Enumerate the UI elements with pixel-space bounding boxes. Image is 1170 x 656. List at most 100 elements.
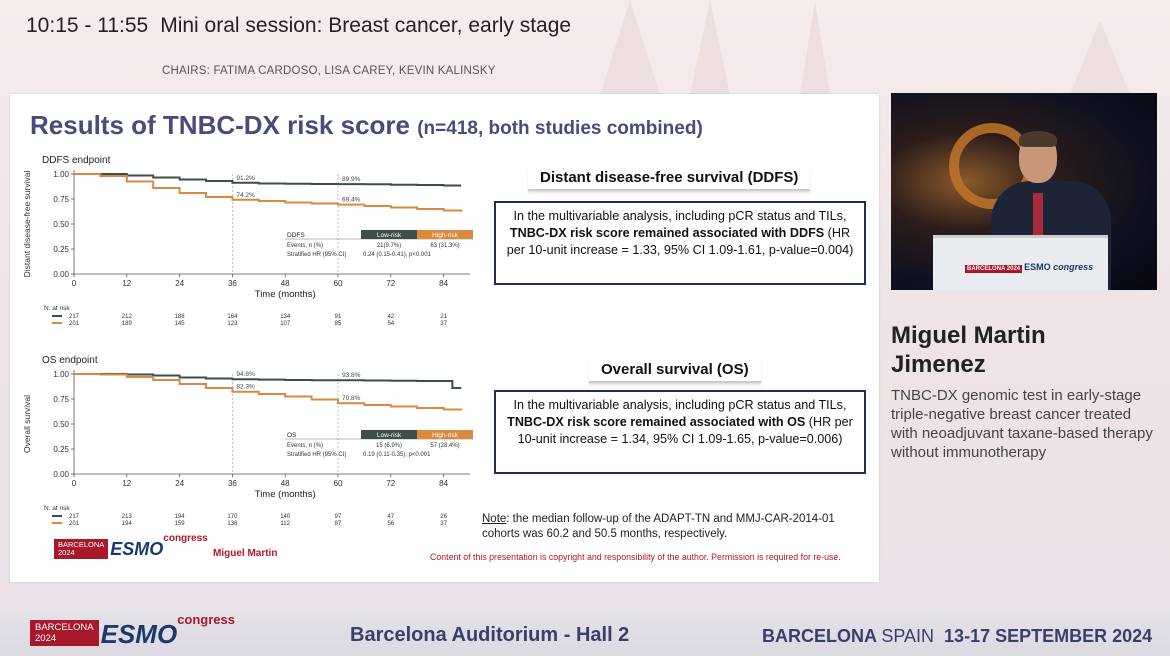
- x-tick-label: 24: [175, 479, 184, 488]
- at-risk-low-count: 164: [227, 314, 238, 320]
- copyright-notice: Content of this presentation is copyrigh…: [430, 552, 841, 562]
- background-spire: [800, 0, 830, 95]
- footer-logo-badge: BARCELONA 2024: [30, 620, 99, 646]
- at-risk-high-count: 194: [122, 521, 133, 527]
- logo-congress-text: congress: [163, 533, 208, 544]
- curve-annotation: 93.8%: [342, 372, 361, 379]
- x-tick-label: 0: [72, 479, 77, 488]
- background-spire: [690, 0, 730, 95]
- speaker-tie: [1033, 193, 1043, 253]
- at-risk-high-count: 37: [440, 521, 447, 527]
- x-tick-label: 12: [122, 279, 131, 288]
- at-risk-low-count: 194: [175, 514, 186, 520]
- background-spire: [1070, 20, 1130, 95]
- curve-annotation: 91.2%: [236, 175, 255, 182]
- at-risk-high-count: 54: [387, 321, 394, 327]
- ddfs-km-plot: DDFS endpoint Distant disease-free surviv…: [22, 152, 473, 330]
- table-cell: 57 (28.4%): [430, 443, 459, 449]
- os-km-plot: OS endpoint Overall survival 0.00 0.25 0.50 0…: [22, 352, 473, 530]
- curve-annotation: 82.3%: [236, 384, 255, 391]
- y-tick-label: 0.50: [53, 220, 69, 229]
- y-tick-label: 1.00: [53, 170, 69, 179]
- high-risk-curve: [74, 173, 463, 212]
- at-risk-low-count: 140: [280, 514, 291, 520]
- os-text-2: (HR per 10-unit increase = 1.34, 95% CI …: [517, 415, 853, 446]
- ddfs-text-2: (HR per 10-unit increase = 1.33, 95% CI …: [506, 226, 854, 257]
- at-risk-low-count: 212: [122, 314, 133, 320]
- x-tick-label: 12: [122, 479, 131, 488]
- at-risk-high-count: 87: [335, 521, 342, 527]
- note-text: : the median follow-up of the ADAPT-TN a…: [482, 513, 835, 540]
- table-header-low-bg: [361, 430, 417, 439]
- at-risk-high-count: 201: [69, 321, 80, 327]
- at-risk-high-count: 112: [280, 521, 290, 527]
- table-cell: 21(9.7%): [377, 243, 401, 249]
- plot-title: DDFS endpoint: [42, 155, 111, 166]
- ddfs-text-bold: TNBC-DX risk score remained associated w…: [509, 226, 825, 240]
- slide-title-sub: (n=418, both studies combined): [417, 118, 703, 139]
- footer-esmo-logo: BARCELONA 2024 ESMOcongress: [30, 612, 235, 649]
- footer-logo-esmo: ESMO: [100, 619, 178, 649]
- footer-logo-congress: congress: [177, 612, 235, 627]
- y-axis-label: Distant disease-free survival: [22, 171, 32, 278]
- ddfs-text-1: In the multivariable analysis, including…: [513, 209, 847, 223]
- x-tick-label: 24: [175, 279, 184, 288]
- at-risk-high-count: 37: [440, 321, 447, 327]
- table-row-label: Events, n (%): [287, 243, 323, 249]
- logo-badge: BARCELONA 2024: [54, 539, 109, 559]
- x-tick-label: 48: [281, 279, 290, 288]
- table-header-low: Low-risk: [377, 232, 402, 239]
- table-header-high-bg: [417, 430, 473, 439]
- at-risk-low-count: 217: [69, 314, 80, 320]
- podium: BARCELONA 2024 ESMO congress: [933, 235, 1108, 290]
- session-chairs: CHAIRS: FATIMA CARDOSO, LISA CAREY, KEVI…: [162, 65, 496, 77]
- slide-title-main: Results of TNBC-DX risk score: [30, 110, 410, 140]
- podium-logo: BARCELONA 2024 ESMO congress: [965, 262, 1094, 273]
- x-tick-label: 0: [72, 279, 77, 288]
- x-tick-label: 84: [439, 479, 448, 488]
- y-tick-label: 0.50: [53, 420, 69, 429]
- talk-title: TNBC-DX genomic test in early-stage trip…: [891, 387, 1153, 461]
- y-tick-label: 0.00: [53, 270, 69, 279]
- esmo-logo: BARCELONA 2024 ESMOcongress: [54, 533, 208, 561]
- os-km-svg: OS endpoint Overall survival 0.00 0.25 0.50 0…: [22, 355, 473, 527]
- table-cell: 15 (6.9%): [376, 443, 402, 449]
- os-text-bold: TNBC-DX risk score remained associated w…: [507, 415, 806, 429]
- y-tick-label: 0.25: [53, 445, 69, 454]
- curve-annotation: 74.2%: [236, 192, 255, 199]
- at-risk-high-count: 56: [387, 521, 394, 527]
- at-risk-high-count: 107: [280, 321, 291, 327]
- at-risk-low-count: 47: [387, 514, 394, 520]
- x-tick-label: 60: [334, 279, 343, 288]
- at-risk-low-count: 42: [387, 314, 394, 320]
- table-header-high: High-risk: [432, 232, 458, 239]
- at-risk-label: N. at risk: [44, 305, 70, 312]
- at-risk-high-count: 145: [175, 321, 186, 327]
- at-risk-low-count: 170: [227, 514, 238, 520]
- table-cell: 0.24 (0.15-0.41), p<0.001: [363, 252, 432, 258]
- presentation-slide: Results of TNBC-DX risk score (n=418, bo…: [10, 94, 879, 582]
- at-risk-low-count: 213: [122, 514, 133, 520]
- at-risk-high-count: 85: [335, 321, 342, 327]
- x-tick-label: 48: [281, 479, 290, 488]
- x-axis-label: Time (months): [255, 289, 316, 300]
- y-tick-label: 0.75: [53, 195, 69, 204]
- at-risk-low-count: 134: [280, 314, 291, 320]
- ddfs-heading: Distant disease-free survival (DDFS): [528, 166, 811, 191]
- x-axis-label: Time (months): [255, 489, 316, 500]
- table-row-label: Stratified HR (95% CI): [287, 252, 346, 258]
- at-risk-high-count: 159: [175, 521, 186, 527]
- venue-label: Barcelona Auditorium - Hall 2: [350, 624, 630, 646]
- city-dates: BARCELONA SPAIN 13-17 SEPTEMBER 2024: [762, 626, 1153, 646]
- at-risk-low-count: 21: [440, 314, 447, 320]
- logo-esmo-text: ESMO: [110, 539, 164, 559]
- follow-up-note: Note: the median follow-up of the ADAPT-…: [482, 512, 862, 542]
- at-risk-high-count: 201: [69, 521, 80, 527]
- curve-annotation: 89.9%: [342, 176, 361, 183]
- background-spire: [600, 0, 660, 95]
- at-risk-low-count: 26: [440, 514, 447, 520]
- session-title: 10:15 - 11:55 Mini oral session: Breast c…: [26, 14, 571, 38]
- x-tick-label: 36: [228, 279, 237, 288]
- note-label: Note: [482, 513, 507, 525]
- at-risk-low-count: 97: [335, 514, 342, 520]
